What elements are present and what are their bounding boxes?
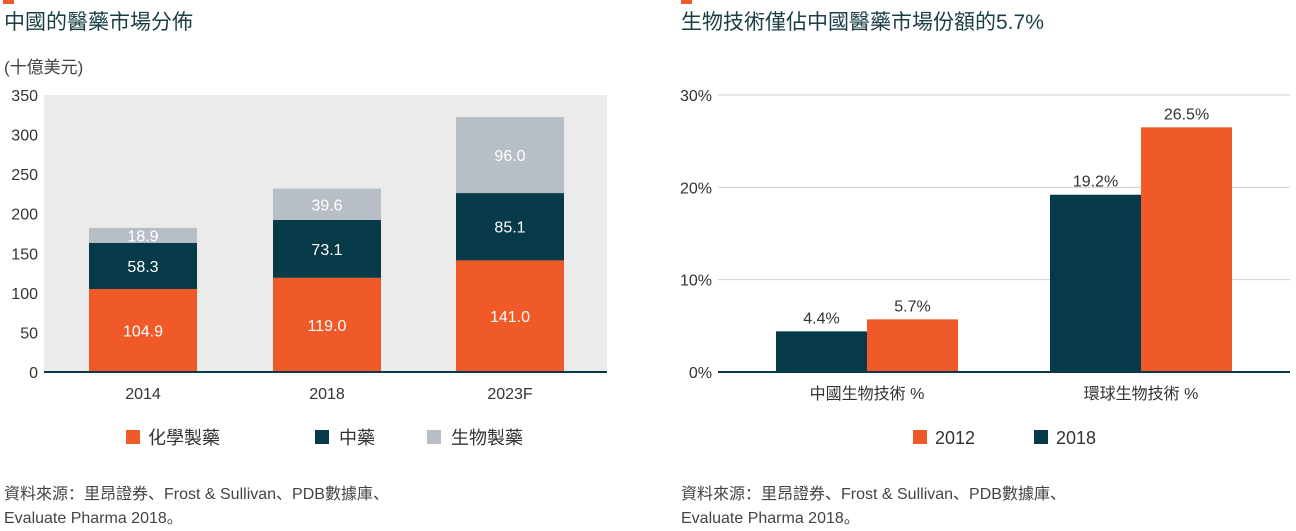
- source-note-line-1: 資料來源：里昂證券、Frost & Sullivan、PDB數據庫、: [681, 485, 1066, 503]
- chart-title: 生物技術僅佔中國醫藥市場份額的5.7%: [681, 11, 1044, 34]
- x-axis-categories: 2014 2018 2023F: [125, 386, 533, 403]
- bar-value-label: 141.0: [490, 309, 530, 326]
- bar-segment: [89, 288, 197, 372]
- legend-label-chemical: 化學製藥: [148, 428, 220, 448]
- y-axis-ticks: 0 50 100 150 200 250 300 350: [11, 88, 38, 382]
- y-tick-label: 0%: [689, 365, 712, 382]
- legend-swatch-2012: [913, 430, 927, 444]
- bar: [1050, 194, 1141, 372]
- legend: 化學製藥 中藥 生物製藥: [126, 428, 523, 448]
- chart-title: 中國的醫藥市場分佈: [4, 11, 193, 34]
- source-note-line-2: Evaluate Pharma 2018。: [681, 510, 860, 527]
- x-category-label: 2023F: [487, 386, 533, 403]
- bar-segment: [273, 277, 381, 372]
- bar-value-label: 58.3: [127, 259, 158, 276]
- x-category-label: 中國生物技術 %: [810, 385, 925, 403]
- y-tick-label: 0: [29, 365, 38, 382]
- y-tick-label: 20%: [680, 180, 712, 197]
- unit-label: (十億美元): [4, 58, 83, 77]
- bar-value-label: 39.6: [311, 197, 342, 214]
- bar-value-label: 85.1: [494, 220, 525, 237]
- bar: [1141, 127, 1232, 372]
- bar-value-label: 18.9: [127, 228, 158, 245]
- legend-label-2018: 2018: [1056, 428, 1096, 448]
- y-axis-ticks: 0% 10% 20% 30%: [680, 88, 712, 382]
- y-tick-label: 200: [11, 207, 38, 224]
- y-tick-label: 50: [20, 325, 38, 342]
- bar-segment: [89, 242, 197, 289]
- grouped-bar-chart: 生物技術僅佔中國醫藥市場份額的5.7% 0% 10% 20% 30% 4.4% 5.7%…: [680, 0, 1290, 527]
- x-category-label: 環球生物技術 %: [1084, 385, 1199, 403]
- legend-label-biopharma: 生物製藥: [451, 428, 523, 448]
- source-note-line-2: Evaluate Pharma 2018。: [4, 510, 183, 527]
- bar: [776, 331, 867, 372]
- legend-label-tcm: 中藥: [339, 428, 375, 448]
- legend-swatch-biopharma: [427, 430, 441, 444]
- y-tick-label: 100: [11, 286, 38, 303]
- bar-value-label: 19.2%: [1073, 174, 1118, 191]
- bar-value-label: 104.9: [123, 323, 163, 340]
- x-category-label: 2014: [125, 386, 161, 403]
- y-tick-label: 30%: [680, 88, 712, 105]
- x-axis-categories: 中國生物技術 % 環球生物技術 %: [810, 385, 1199, 403]
- bar-segment: [456, 193, 564, 261]
- stacked-bar-chart: 中國的醫藥市場分佈 (十億美元) 0 50 100 150 200 250 300 350 1…: [3, 0, 607, 527]
- bar-value-label: 73.1: [311, 242, 342, 259]
- bars: 104.9 58.3 18.9 119.0 73.1 39.6 141.0 85.1 96.0: [89, 117, 564, 372]
- bar-segment: [273, 219, 381, 278]
- bar-segment: [456, 117, 564, 194]
- legend-label-2012: 2012: [935, 428, 975, 448]
- y-tick-label: 150: [11, 246, 38, 263]
- legend-swatch-chemical: [126, 430, 140, 444]
- bar-value-label: 26.5%: [1164, 106, 1209, 123]
- bar-segment: [456, 260, 564, 372]
- x-category-label: 2018: [309, 386, 345, 403]
- bar-segment: [273, 188, 381, 220]
- bar-value-label: 5.7%: [894, 298, 930, 315]
- legend: 2012 2018: [913, 428, 1096, 448]
- bar-value-label: 119.0: [308, 318, 347, 335]
- legend-swatch-2018: [1034, 430, 1048, 444]
- source-note-line-1: 資料來源：里昂證券、Frost & Sullivan、PDB數據庫、: [4, 485, 389, 503]
- bar: [867, 319, 958, 372]
- title-accent-mark: [3, 0, 14, 4]
- bar-segment: [89, 227, 197, 243]
- legend-swatch-tcm: [315, 430, 329, 444]
- title-accent-mark: [681, 0, 692, 4]
- y-tick-label: 250: [11, 167, 38, 184]
- y-tick-label: 10%: [680, 273, 712, 290]
- y-tick-label: 350: [11, 88, 38, 105]
- bar-value-label: 96.0: [494, 148, 525, 165]
- bars: 4.4% 5.7% 19.2% 26.5%: [776, 106, 1232, 372]
- y-tick-label: 300: [11, 128, 38, 145]
- bar-value-label: 4.4%: [803, 310, 839, 327]
